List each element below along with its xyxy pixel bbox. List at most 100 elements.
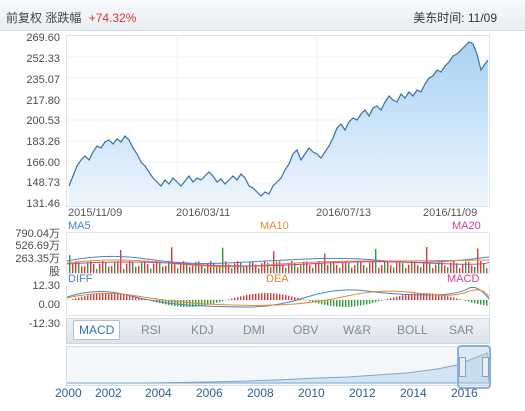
volume-chart[interactable] bbox=[66, 232, 490, 274]
volume-bar bbox=[90, 261, 92, 273]
volume-bar bbox=[417, 265, 419, 273]
volume-bar bbox=[234, 263, 236, 273]
volume-bar bbox=[384, 261, 386, 273]
range-selector-handle[interactable] bbox=[457, 345, 491, 389]
volume-bar bbox=[174, 264, 176, 273]
macd-bar bbox=[138, 297, 140, 300]
macd-bar bbox=[309, 300, 311, 302]
macd-bar bbox=[219, 300, 221, 302]
volume-bar bbox=[198, 261, 200, 273]
volume-bar bbox=[342, 262, 344, 273]
macd-bar bbox=[432, 293, 434, 300]
volume-tick-0: 790.04万 bbox=[15, 228, 60, 240]
volume-bar bbox=[393, 267, 395, 273]
macd-bar bbox=[396, 296, 398, 300]
macd-bar bbox=[375, 300, 377, 303]
year-label-2002: 2002 bbox=[95, 386, 122, 400]
volume-bar bbox=[126, 263, 128, 273]
tab-dmi[interactable]: DMI bbox=[243, 323, 265, 337]
macd-bar bbox=[141, 298, 143, 300]
range-grip-right[interactable] bbox=[482, 357, 489, 377]
tab-boll[interactable]: BOLL bbox=[397, 323, 428, 337]
volume-bar bbox=[243, 267, 245, 273]
volume-bar bbox=[327, 265, 329, 273]
macd-label: MACD bbox=[447, 273, 480, 285]
price-chart[interactable] bbox=[66, 35, 490, 207]
macd-bar bbox=[108, 293, 110, 300]
tab-wr[interactable]: W&R bbox=[343, 323, 371, 337]
volume-bar bbox=[132, 262, 134, 273]
macd-bar bbox=[240, 296, 242, 300]
year-label-2008: 2008 bbox=[247, 386, 274, 400]
volume-bar bbox=[474, 267, 476, 273]
volume-bar bbox=[354, 264, 356, 273]
volume-bar bbox=[372, 261, 374, 273]
date-label-0: 2015/11/09 bbox=[68, 207, 123, 219]
timezone-date: 美东时间: 11/09 bbox=[413, 11, 497, 25]
volume-bar bbox=[99, 263, 101, 273]
volume-bar bbox=[96, 268, 98, 273]
macd-bar bbox=[342, 300, 344, 307]
volume-bar bbox=[297, 267, 299, 273]
macd-bar bbox=[90, 294, 92, 300]
tab-macd[interactable]: MACD bbox=[73, 320, 121, 340]
macd-bar bbox=[270, 293, 272, 300]
macd-chart[interactable] bbox=[66, 285, 490, 316]
volume-bar bbox=[381, 264, 383, 273]
macd-bar bbox=[369, 300, 371, 304]
tab-kdj[interactable]: KDJ bbox=[191, 323, 214, 337]
macd-bar bbox=[99, 293, 101, 300]
macd-bar bbox=[189, 300, 191, 307]
macd-bar bbox=[129, 295, 131, 300]
volume-bar bbox=[72, 263, 74, 273]
volume-bar bbox=[336, 264, 338, 273]
volume-bar bbox=[447, 267, 449, 273]
volume-bar bbox=[237, 261, 239, 273]
volume-bar bbox=[438, 261, 440, 273]
volume-bar bbox=[396, 262, 398, 273]
navigator-area bbox=[67, 352, 489, 384]
macd-bar bbox=[135, 296, 137, 300]
macd-bar bbox=[441, 294, 443, 300]
volume-bar bbox=[231, 268, 233, 273]
volume-bar bbox=[408, 264, 410, 273]
macd-bar bbox=[249, 294, 251, 300]
macd-bar bbox=[465, 300, 467, 301]
tab-obv[interactable]: OBV bbox=[293, 323, 319, 337]
volume-bar bbox=[390, 265, 392, 273]
macd-tick-0: 12.30 bbox=[32, 280, 60, 292]
range-navigator[interactable] bbox=[66, 346, 490, 386]
macd-bar bbox=[405, 294, 407, 300]
volume-bar bbox=[450, 262, 452, 273]
volume-bar bbox=[87, 262, 89, 273]
tab-sar[interactable]: SAR bbox=[449, 323, 474, 337]
volume-bar bbox=[345, 261, 347, 273]
macd-bar bbox=[261, 293, 263, 300]
volume-bar bbox=[459, 268, 461, 273]
year-label-2014: 2014 bbox=[400, 386, 427, 400]
volume-bar bbox=[108, 266, 110, 273]
macd-bar bbox=[402, 295, 404, 300]
macd-bar bbox=[357, 300, 359, 307]
diff-label: DIFF bbox=[68, 273, 93, 285]
volume-bar bbox=[162, 266, 164, 273]
macd-bar bbox=[471, 300, 473, 303]
macd-bar bbox=[414, 293, 416, 300]
volume-bar bbox=[456, 263, 458, 273]
macd-bar bbox=[363, 300, 365, 306]
adjustment-label: 前复权 涨跌幅 bbox=[6, 11, 82, 25]
range-grip-left[interactable] bbox=[459, 357, 466, 377]
macd-bar bbox=[132, 295, 134, 300]
macd-bar bbox=[183, 300, 185, 307]
volume-bar bbox=[147, 264, 149, 273]
macd-bar bbox=[171, 300, 173, 306]
tab-rsi[interactable]: RSI bbox=[141, 323, 162, 337]
year-label-2006: 2006 bbox=[196, 386, 223, 400]
volume-bar bbox=[453, 261, 455, 273]
volume-ma20-line bbox=[67, 261, 489, 267]
macd-bar bbox=[252, 293, 254, 300]
macd-bar bbox=[111, 293, 113, 300]
volume-bar bbox=[213, 262, 215, 273]
volume-bar bbox=[288, 263, 290, 273]
volume-bar bbox=[402, 263, 404, 273]
